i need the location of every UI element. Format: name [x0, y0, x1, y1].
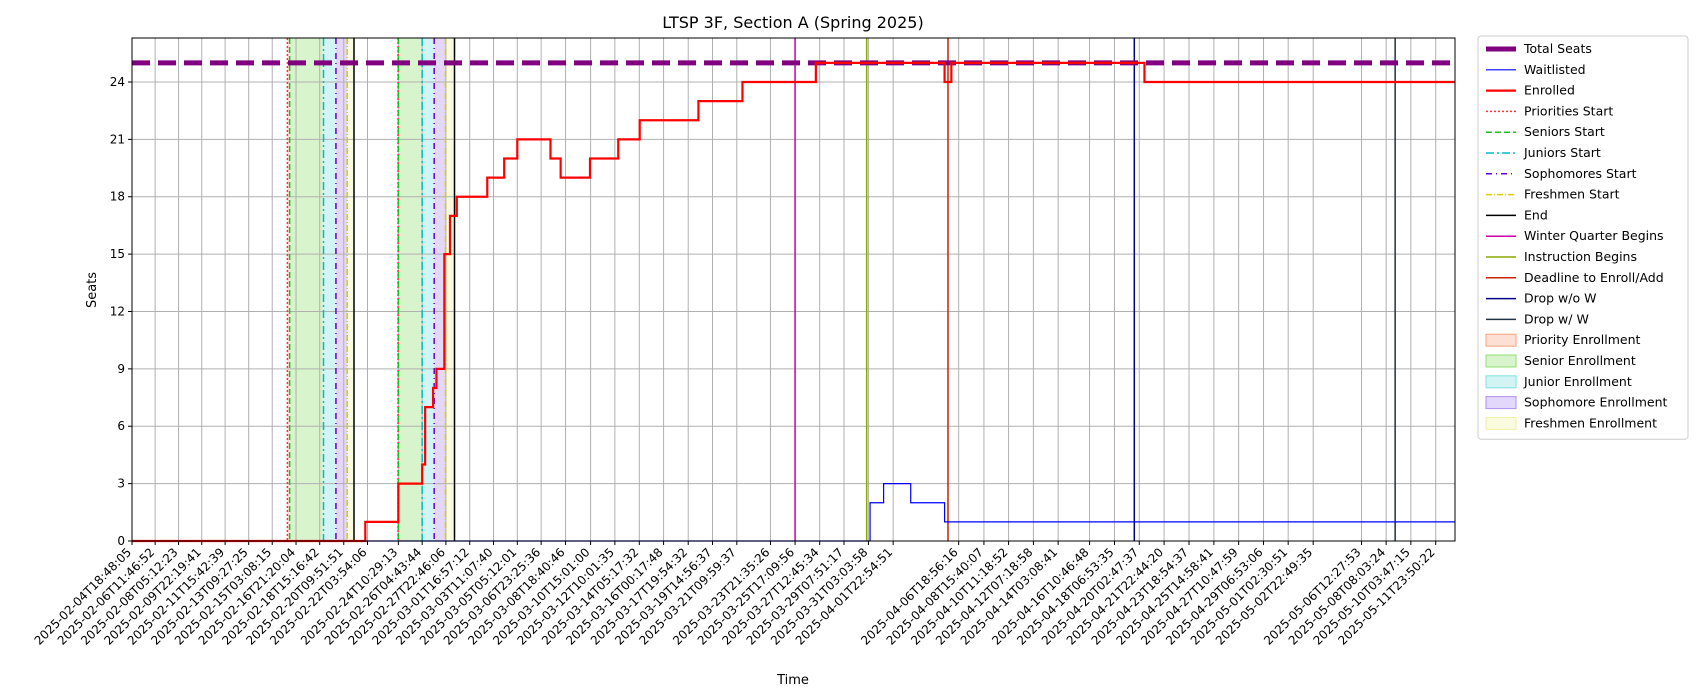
y-tick-label: 0 [117, 534, 125, 548]
legend-label: End [1524, 207, 1548, 222]
y-tick-label: 21 [110, 132, 125, 146]
legend-label: Sophomores Start [1524, 166, 1637, 181]
span-senior-enrollment [289, 38, 324, 541]
legend-box [1477, 35, 1689, 440]
legend-label: Winter Quarter Begins [1524, 228, 1664, 243]
y-axis-label: Seats [85, 272, 100, 308]
plot-spans [287, 38, 455, 541]
legend-label: Deadline to Enroll/Add [1524, 270, 1664, 285]
legend: Total Seats Waitlisted Enrolled Priorities … [1477, 35, 1689, 440]
legend-label: Freshmen Enrollment [1524, 415, 1657, 430]
y-tick-label: 12 [110, 304, 125, 318]
x-axis-label: Time [776, 673, 809, 688]
legend-label: Enrolled [1524, 83, 1575, 98]
legend-swatch [1485, 354, 1517, 368]
series-lines [132, 60, 1455, 543]
plot-frame [131, 37, 1456, 542]
legend-label: Instruction Begins [1524, 249, 1637, 264]
chart-title: LTSP 3F, Section A (Spring 2025) [662, 13, 923, 32]
series-waitlisted-line [132, 483, 1455, 542]
span-freshmen-enrollment [445, 38, 455, 541]
legend-label: Freshmen Start [1524, 187, 1620, 202]
legend-label: Juniors Start [1523, 145, 1601, 160]
legend-label: Priorities Start [1524, 103, 1613, 118]
y-tick-label: 18 [110, 190, 125, 204]
series-enrolled-line [132, 61, 1455, 543]
legend-label: Seniors Start [1524, 124, 1605, 139]
legend-swatch [1485, 375, 1517, 389]
legend-swatch [1485, 416, 1517, 430]
span-freshmen-enrollment [347, 38, 355, 541]
legend-label: Senior Enrollment [1524, 353, 1636, 368]
legend-swatch [1485, 396, 1517, 410]
legend-label: Junior Enrollment [1523, 374, 1632, 389]
legend-label: Drop w/ W [1524, 311, 1589, 326]
legend-label: Sophomore Enrollment [1524, 395, 1668, 410]
y-tick-label: 24 [110, 75, 125, 89]
span-senior-enrollment [398, 38, 423, 541]
y-axis: 0 3 6 9 12 15 18 21 24 [110, 75, 132, 548]
x-axis: 2025-02-04T18:48:052025-02-06T11:46:5220… [32, 541, 1438, 648]
y-tick-label: 9 [117, 362, 125, 376]
span-sophomore-enrollment [335, 38, 348, 541]
y-tick-label: 6 [117, 419, 125, 433]
legend-label: Total Seats [1523, 41, 1592, 56]
event-lines [286, 38, 1396, 541]
y-tick-label: 3 [117, 477, 125, 491]
legend-label: Waitlisted [1524, 62, 1586, 77]
legend-label: Drop w/o W [1524, 291, 1596, 306]
span-junior-enrollment [323, 38, 336, 541]
legend-swatch [1485, 333, 1517, 347]
y-tick-label: 15 [110, 247, 125, 261]
legend-label: Priority Enrollment [1524, 332, 1641, 347]
span-priority-enrollment [287, 38, 290, 541]
span-sophomore-enrollment [434, 38, 446, 541]
